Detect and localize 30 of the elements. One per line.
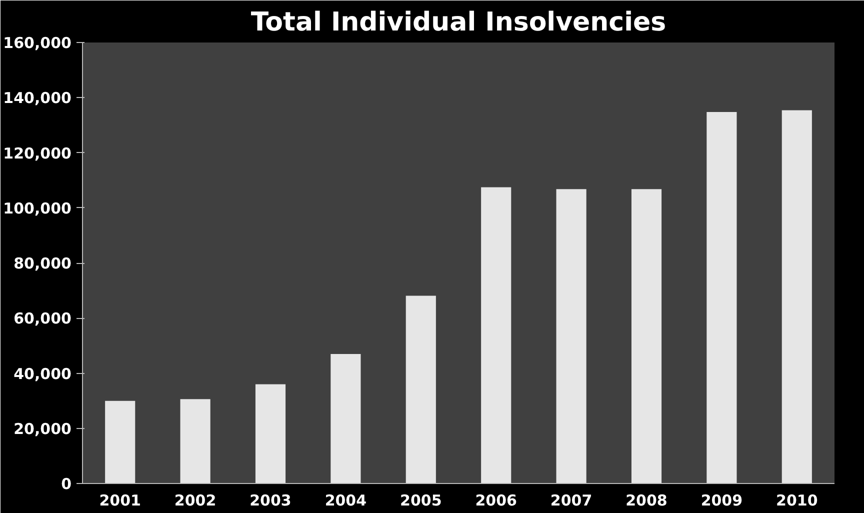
x-tick-label: 2001 (99, 492, 141, 510)
x-tick-label: 2008 (626, 492, 668, 510)
y-tick-label: 100,000 (3, 199, 72, 218)
y-tick-label: 120,000 (3, 144, 72, 162)
bar (180, 399, 210, 484)
bar (105, 400, 136, 484)
y-tick-label: 160,000 (3, 34, 72, 52)
x-tick-label: 2005 (400, 492, 442, 510)
y-tick-label: 80,000 (14, 254, 72, 272)
bar (481, 187, 512, 484)
x-tick-label: 2006 (475, 492, 517, 510)
y-tick-label: 20,000 (14, 420, 72, 438)
bar (406, 296, 436, 484)
x-tick-label: 2004 (324, 492, 367, 510)
chart-title: Total Individual Insolvencies (250, 8, 666, 38)
bar (330, 354, 361, 484)
bar (631, 189, 662, 484)
y-tick-label: 140,000 (3, 89, 72, 108)
bar (556, 189, 586, 484)
bar (782, 110, 812, 484)
y-tick-label: 60,000 (14, 310, 72, 328)
bar (255, 384, 286, 484)
bar (706, 112, 737, 484)
x-tick-label: 2010 (776, 492, 818, 510)
x-tick-label: 2009 (700, 492, 743, 510)
x-tick-label: 2007 (550, 492, 592, 510)
y-tick-label: 40,000 (14, 364, 72, 383)
x-tick-label: 2002 (174, 492, 216, 510)
y-tick-label: 0 (61, 475, 72, 493)
x-tick-label: 2003 (250, 492, 292, 510)
